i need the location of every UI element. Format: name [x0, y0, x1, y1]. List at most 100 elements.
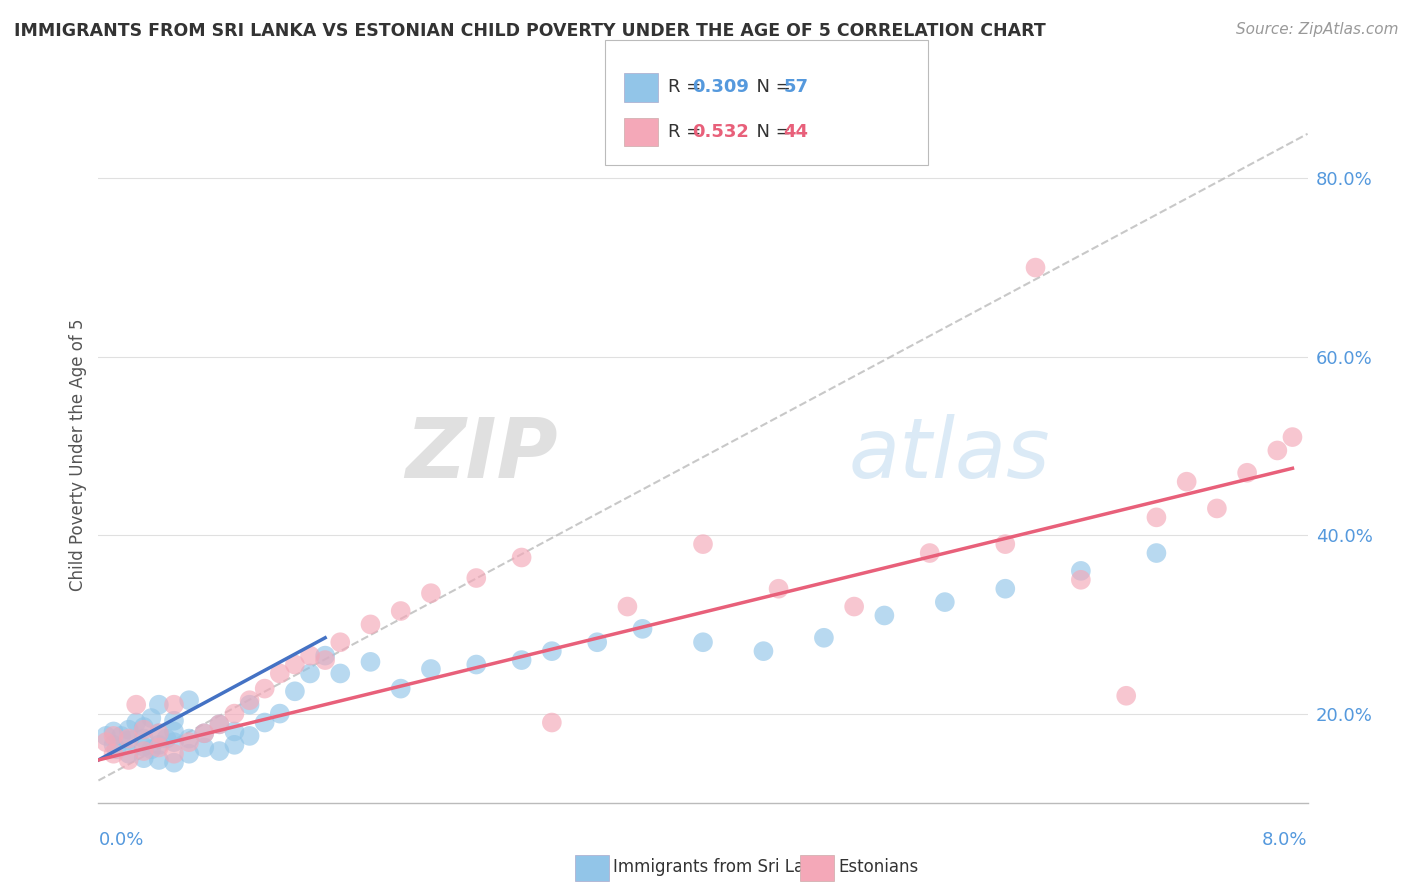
Point: [239, 729, 262, 743]
Point: [510, 550, 533, 565]
Point: [692, 537, 714, 551]
Point: [148, 740, 170, 755]
Point: [118, 753, 141, 767]
Point: [540, 715, 562, 730]
Point: [844, 599, 866, 614]
Point: [141, 742, 163, 756]
Point: [359, 655, 381, 669]
Point: [239, 698, 262, 712]
Point: [179, 747, 201, 761]
Point: [284, 684, 307, 698]
Point: [193, 740, 215, 755]
Point: [132, 744, 155, 758]
Text: Immigrants from Sri Lanka: Immigrants from Sri Lanka: [613, 858, 834, 876]
Text: ZIP: ZIP: [405, 415, 558, 495]
Y-axis label: Child Poverty Under the Age of 5: Child Poverty Under the Age of 5: [69, 318, 87, 591]
Point: [163, 714, 186, 728]
Point: [148, 753, 170, 767]
Point: [193, 726, 215, 740]
Point: [103, 729, 125, 743]
Point: [253, 681, 276, 696]
Point: [224, 724, 246, 739]
Point: [125, 715, 148, 730]
Point: [1175, 475, 1198, 489]
Point: [1236, 466, 1258, 480]
Point: [118, 747, 141, 761]
Point: [105, 742, 128, 756]
Point: [118, 733, 141, 747]
Point: [586, 635, 609, 649]
Point: [163, 735, 186, 749]
Point: [224, 738, 246, 752]
Point: [1024, 260, 1046, 275]
Point: [148, 698, 170, 712]
Text: Source: ZipAtlas.com: Source: ZipAtlas.com: [1236, 22, 1399, 37]
Point: [465, 657, 488, 672]
Point: [994, 582, 1017, 596]
Point: [132, 751, 155, 765]
Text: 57: 57: [783, 78, 808, 96]
Point: [163, 724, 186, 739]
Point: [163, 747, 186, 761]
Point: [768, 582, 790, 596]
Point: [419, 586, 441, 600]
Point: [269, 706, 291, 721]
Point: [132, 739, 155, 754]
Point: [118, 731, 141, 746]
Point: [918, 546, 941, 560]
Point: [631, 622, 654, 636]
Text: N =: N =: [745, 123, 797, 141]
Point: [540, 644, 562, 658]
Point: [389, 604, 412, 618]
Point: [103, 738, 125, 752]
Point: [208, 717, 231, 731]
Point: [193, 726, 215, 740]
Point: [148, 726, 170, 740]
Text: R =: R =: [668, 78, 707, 96]
Point: [813, 631, 835, 645]
Point: [148, 738, 170, 752]
Point: [329, 666, 352, 681]
Point: [94, 729, 117, 743]
Point: [253, 715, 276, 730]
Text: N =: N =: [745, 78, 797, 96]
Point: [103, 747, 125, 761]
Point: [1070, 573, 1092, 587]
Point: [148, 726, 170, 740]
Point: [314, 648, 336, 663]
Point: [125, 698, 148, 712]
Text: 44: 44: [783, 123, 808, 141]
Point: [359, 617, 381, 632]
Point: [141, 711, 163, 725]
Point: [1144, 510, 1167, 524]
Text: IMMIGRANTS FROM SRI LANKA VS ESTONIAN CHILD POVERTY UNDER THE AGE OF 5 CORRELATI: IMMIGRANTS FROM SRI LANKA VS ESTONIAN CH…: [14, 22, 1046, 40]
Point: [1205, 501, 1229, 516]
Point: [299, 666, 322, 681]
Point: [465, 571, 488, 585]
Point: [132, 731, 155, 746]
Text: Estonians: Estonians: [838, 858, 918, 876]
Point: [389, 681, 412, 696]
Point: [616, 599, 638, 614]
Point: [269, 666, 291, 681]
Point: [1070, 564, 1092, 578]
Text: 0.532: 0.532: [692, 123, 748, 141]
Text: 0.309: 0.309: [692, 78, 748, 96]
Text: atlas: atlas: [848, 415, 1050, 495]
Point: [224, 706, 246, 721]
Point: [94, 735, 117, 749]
Point: [329, 635, 352, 649]
Point: [1281, 430, 1303, 444]
Point: [179, 693, 201, 707]
Point: [110, 729, 132, 743]
Point: [132, 720, 155, 734]
Point: [163, 698, 186, 712]
Point: [103, 724, 125, 739]
Point: [179, 731, 201, 746]
Point: [163, 756, 186, 770]
Point: [1115, 689, 1137, 703]
Point: [1144, 546, 1167, 560]
Point: [239, 693, 262, 707]
Point: [419, 662, 441, 676]
Point: [752, 644, 775, 658]
